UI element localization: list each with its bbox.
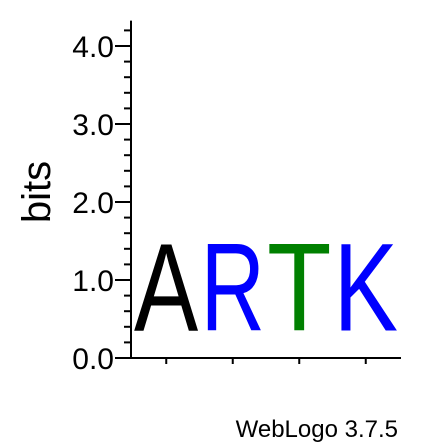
logo-letter-R: R — [201, 218, 265, 359]
x-axis — [131, 357, 401, 364]
logo-letter-K: K — [334, 217, 398, 357]
y-axis: 0.0 1.0 2.0 3.0 4.0 — [72, 20, 132, 376]
logo-letter-T: T — [267, 217, 331, 358]
logo-letter-A: A — [134, 217, 199, 357]
y-tick-label: 2.0 — [72, 187, 114, 220]
y-axis-label: bits — [15, 161, 59, 223]
y-tick-label: 3.0 — [72, 109, 114, 142]
weblogo-version-footer: WebLogo 3.7.5 — [236, 416, 398, 443]
y-tick-label: 0.0 — [72, 343, 114, 376]
y-tick-label: 1.0 — [72, 265, 114, 298]
y-tick-label: 4.0 — [72, 31, 114, 64]
